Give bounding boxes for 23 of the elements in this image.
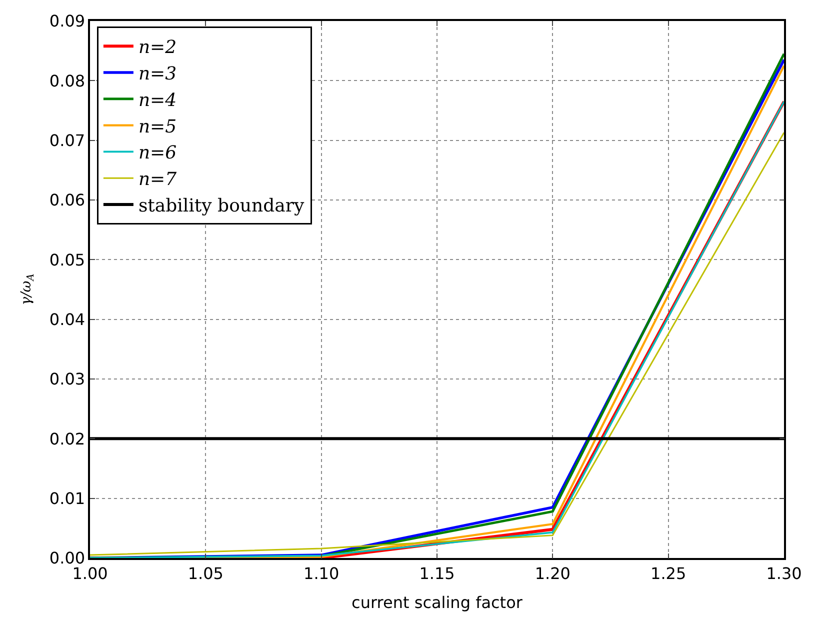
y-tick-label: 0.04 [49,310,86,329]
legend-label: n=3 [138,63,177,84]
legend-label: n=7 [138,169,178,190]
y-tick-label: 0.05 [49,250,86,270]
y-tick-label: 0.02 [49,429,86,448]
y-tick-label: 0.01 [49,488,86,508]
x-tick-label: 1.25 [650,564,686,583]
y-tick-label: 0.08 [49,71,86,90]
x-tick-label: 1.15 [419,564,455,583]
y-tick-label: 0.03 [49,370,86,389]
x-tick-label: 1.10 [304,564,340,583]
legend-label: n=4 [138,90,177,111]
y-tick-label: 0.06 [49,190,86,210]
y-tick-label: 0.09 [49,12,86,31]
y-tick-label: 0.07 [49,130,86,150]
legend-label: stability boundary [138,195,305,216]
x-tick-label: 1.30 [766,564,802,583]
legend-label: n=2 [138,37,177,58]
legend-label: n=6 [138,142,177,164]
legend-label: n=5 [138,116,177,138]
x-tick-label: 1.05 [188,564,224,583]
x-tick-label: 1.20 [534,564,570,583]
x-axis-title: current scaling factor [352,593,523,612]
